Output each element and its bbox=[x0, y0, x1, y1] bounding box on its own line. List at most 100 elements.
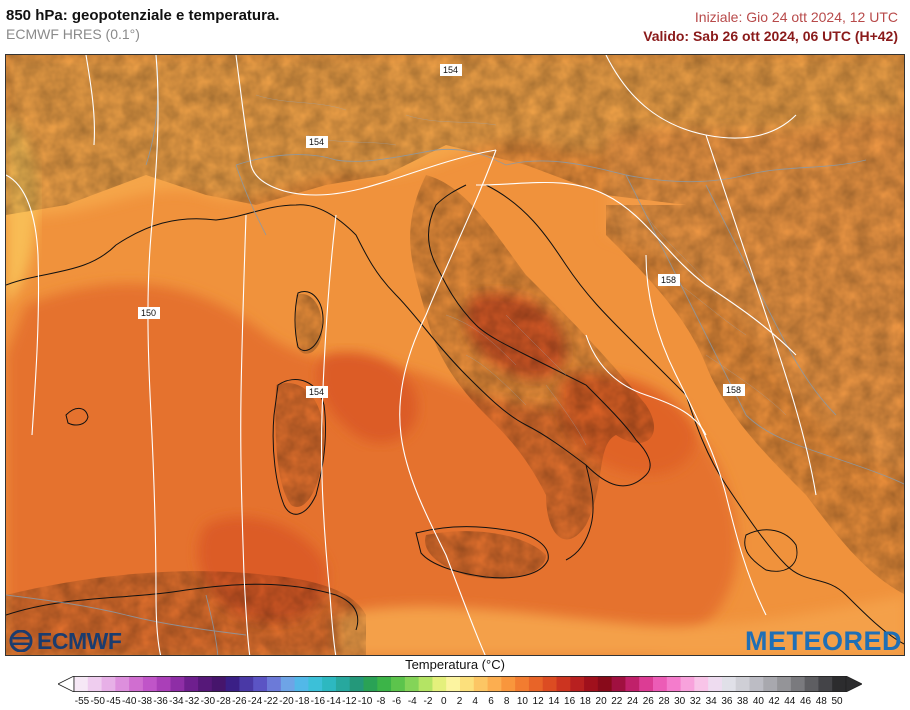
legend-tick-label: 24 bbox=[626, 696, 639, 707]
legend-tick-label: 50 bbox=[831, 696, 843, 707]
legend-tick-label: 20 bbox=[595, 696, 607, 707]
contour-label: 154 bbox=[440, 64, 462, 76]
svg-text:154: 154 bbox=[443, 65, 458, 75]
legend-color-swatch bbox=[115, 676, 130, 692]
legend-tick-label: -8 bbox=[376, 696, 386, 707]
legend-tick-label: -12 bbox=[342, 696, 357, 707]
legend-color-swatch bbox=[680, 676, 695, 692]
regional-boundaries bbox=[255, 94, 787, 446]
legend-color-swatch bbox=[74, 676, 89, 692]
legend-tick-label: 22 bbox=[611, 696, 623, 707]
legend-color-swatch bbox=[721, 676, 737, 692]
legend-color-swatch bbox=[391, 676, 406, 692]
legend-tick-label: -22 bbox=[263, 696, 279, 707]
legend-tick-label: 32 bbox=[689, 696, 701, 707]
valid-time: Valido: Sab 26 ott 2024, 06 UTC (H+42) bbox=[643, 28, 898, 44]
legend-color-swatch bbox=[818, 676, 833, 692]
legend-color-swatch bbox=[363, 676, 378, 692]
legend-color-swatch bbox=[446, 676, 461, 692]
legend-tick-label: 6 bbox=[488, 696, 494, 707]
legend-color-swatch bbox=[487, 676, 502, 692]
legend-color-swatch bbox=[625, 676, 640, 692]
legend-tick-label: -30 bbox=[200, 696, 216, 707]
legend-tick-label: -55 bbox=[74, 696, 90, 707]
legend-color-swatch bbox=[142, 676, 158, 692]
legend-tick-label: 48 bbox=[815, 696, 827, 707]
legend-color-swatch bbox=[225, 676, 240, 692]
weather-map[interactable]: 154 154 150 154 158 158 bbox=[5, 54, 905, 656]
legend-labels: -55 -50 -45 -40 -38 -36 -34 -32 -30 -28 -26 -24 -22-… bbox=[0, 696, 910, 710]
legend-color-swatch bbox=[708, 676, 723, 692]
hot-spot-tyrrhenian bbox=[317, 352, 418, 443]
legend-color-swatch bbox=[87, 676, 102, 692]
legend-tick-label: -2 bbox=[423, 696, 433, 707]
terrain-relief bbox=[6, 55, 904, 655]
contour-label: 150 bbox=[138, 307, 160, 319]
svg-text:154: 154 bbox=[309, 387, 324, 397]
legend-tick-label: 2 bbox=[456, 696, 463, 707]
legend-color-swatch bbox=[653, 676, 668, 692]
temperature-color-scale bbox=[58, 676, 862, 692]
legend-color-swatch bbox=[473, 676, 488, 692]
legend-tick-label: 38 bbox=[737, 696, 749, 707]
legend-color-swatch bbox=[377, 676, 392, 692]
legend-tick-label: -28 bbox=[216, 696, 231, 707]
legend-color-swatch bbox=[349, 676, 364, 692]
legend-tick-label: -24 bbox=[247, 696, 263, 707]
legend-color-swatch bbox=[763, 676, 778, 692]
legend-color-swatch bbox=[460, 676, 475, 692]
legend-color-swatch bbox=[184, 676, 199, 692]
legend-tick-label: -16 bbox=[310, 696, 326, 707]
legend-tick-label: 8 bbox=[503, 696, 510, 707]
legend-color-swatch bbox=[308, 676, 323, 692]
legend-color-swatch bbox=[611, 676, 626, 692]
legend-tick-label: -45 bbox=[106, 696, 121, 707]
legend-color-swatch bbox=[239, 676, 254, 692]
legend-color-swatch bbox=[418, 676, 433, 692]
init-time: Iniziale: Gio 24 ott 2024, 12 UTC bbox=[694, 9, 898, 25]
legend-tick-label: -20 bbox=[279, 696, 294, 707]
legend-color-swatch bbox=[749, 676, 764, 692]
warm-region-central bbox=[6, 283, 738, 655]
legend-tick-label: -4 bbox=[407, 696, 417, 707]
legend-color-swatch bbox=[790, 676, 806, 692]
legend-tick-label: 36 bbox=[721, 696, 733, 707]
contour-label: 154 bbox=[306, 386, 328, 398]
legend-color-swatch bbox=[129, 676, 144, 692]
model-subtitle: ECMWF HRES (0.1°) bbox=[6, 26, 140, 42]
legend-tick-label: -38 bbox=[137, 696, 153, 707]
legend-color-swatch bbox=[528, 676, 544, 692]
header-left: 850 hPa: geopotenziale e temperatura. EC… bbox=[6, 6, 279, 43]
legend-tick-label: 42 bbox=[768, 696, 780, 707]
meteored-logo: METEORED bbox=[744, 626, 902, 656]
legend-color-swatch bbox=[432, 676, 447, 692]
contour-label: 158 bbox=[658, 274, 680, 286]
legend-color-swatch bbox=[404, 676, 420, 692]
legend-color-swatch bbox=[211, 676, 227, 692]
legend-color-swatch bbox=[584, 676, 599, 692]
legend-tick-label: -32 bbox=[184, 696, 200, 707]
legend-color-swatch bbox=[694, 676, 709, 692]
legend-title: Temperatura (°C) bbox=[405, 657, 505, 672]
map-svg: 154 154 150 154 158 158 bbox=[6, 55, 904, 655]
legend-tick-label: 30 bbox=[674, 696, 686, 707]
legend-tick-label: 14 bbox=[548, 696, 560, 707]
legend-color-swatch bbox=[542, 676, 557, 692]
legend-color-swatch bbox=[639, 676, 654, 692]
legend-color-swatch bbox=[322, 676, 337, 692]
legend-tick-label: 46 bbox=[799, 696, 812, 707]
legend-tick-label: -18 bbox=[294, 696, 310, 707]
legend-color-swatch bbox=[735, 676, 750, 692]
legend-max-arrow bbox=[845, 676, 862, 692]
legend-color-swatch bbox=[280, 676, 295, 692]
contour-label: 158 bbox=[723, 384, 745, 396]
legend-tick-label: 44 bbox=[784, 696, 796, 707]
ecmwf-logo-text: ECMWF bbox=[37, 628, 122, 654]
legend-color-swatch bbox=[804, 676, 819, 692]
legend-color-swatch bbox=[597, 676, 613, 692]
legend-tick-label: 26 bbox=[642, 696, 654, 707]
legend-color-swatch bbox=[170, 676, 185, 692]
legend-tick-label: -36 bbox=[153, 696, 168, 707]
svg-text:158: 158 bbox=[726, 385, 741, 395]
ecmwf-logo: ECMWF bbox=[8, 628, 122, 654]
